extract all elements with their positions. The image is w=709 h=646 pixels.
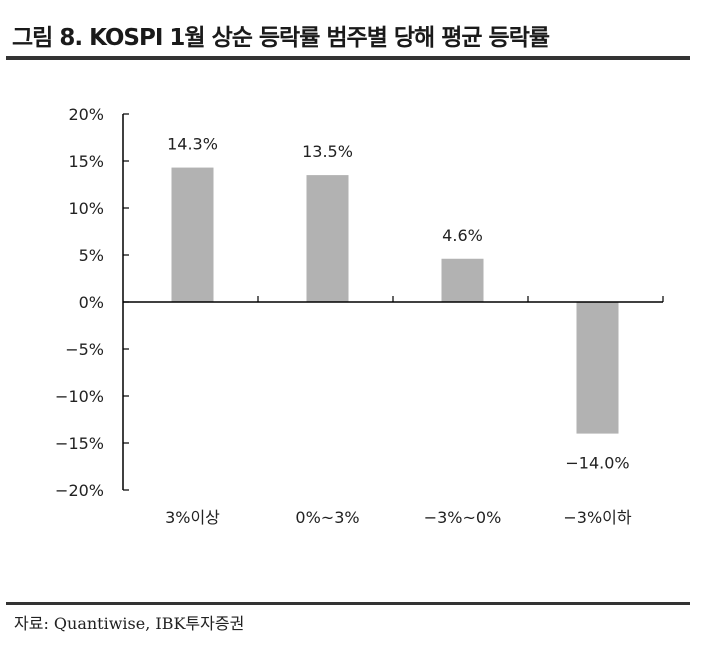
y-tick-label: −10% xyxy=(55,387,104,406)
bar xyxy=(441,258,484,302)
y-tick-label: −15% xyxy=(55,434,104,453)
y-tick-label: 15% xyxy=(68,152,104,171)
source-note: 자료: Quantiwise, IBK투자증권 xyxy=(14,614,245,633)
category-label: 0%~3% xyxy=(295,508,359,527)
figure-title: 그림 8. KOSPI 1월 상순 등락률 범주별 당해 평균 등락률 xyxy=(12,25,550,51)
bars: 14.3% 13.5% 4.6% −14.0% xyxy=(167,135,630,473)
data-label: 14.3% xyxy=(167,135,218,154)
x-axis: 3%이상 0%~3% −3%~0% −3%이하 xyxy=(123,296,664,527)
y-tick-label: 20% xyxy=(68,105,104,124)
category-label: −3%~0% xyxy=(424,508,502,527)
y-tick-label: 5% xyxy=(79,246,104,265)
y-tick-label: 10% xyxy=(68,199,104,218)
source-divider xyxy=(6,602,690,605)
y-axis: 20% 15% 10% 5% 0% −5% −10% −15% −20% xyxy=(55,105,129,500)
category-label: −3%이하 xyxy=(563,508,632,527)
bar-chart: 20% 15% 10% 5% 0% −5% −10% −15% −20% 14.3% 13.5% 4… xyxy=(55,105,664,527)
title-divider xyxy=(6,56,690,60)
y-tick-label: 0% xyxy=(79,293,104,312)
y-tick-label: −20% xyxy=(55,481,104,500)
bar xyxy=(306,175,349,302)
bar xyxy=(171,167,214,302)
y-tick-label: −5% xyxy=(65,340,104,359)
data-label: 4.6% xyxy=(442,226,483,245)
bar xyxy=(576,302,619,434)
data-label: 13.5% xyxy=(302,142,353,161)
category-label: 3%이상 xyxy=(165,508,220,527)
data-label: −14.0% xyxy=(565,454,629,473)
